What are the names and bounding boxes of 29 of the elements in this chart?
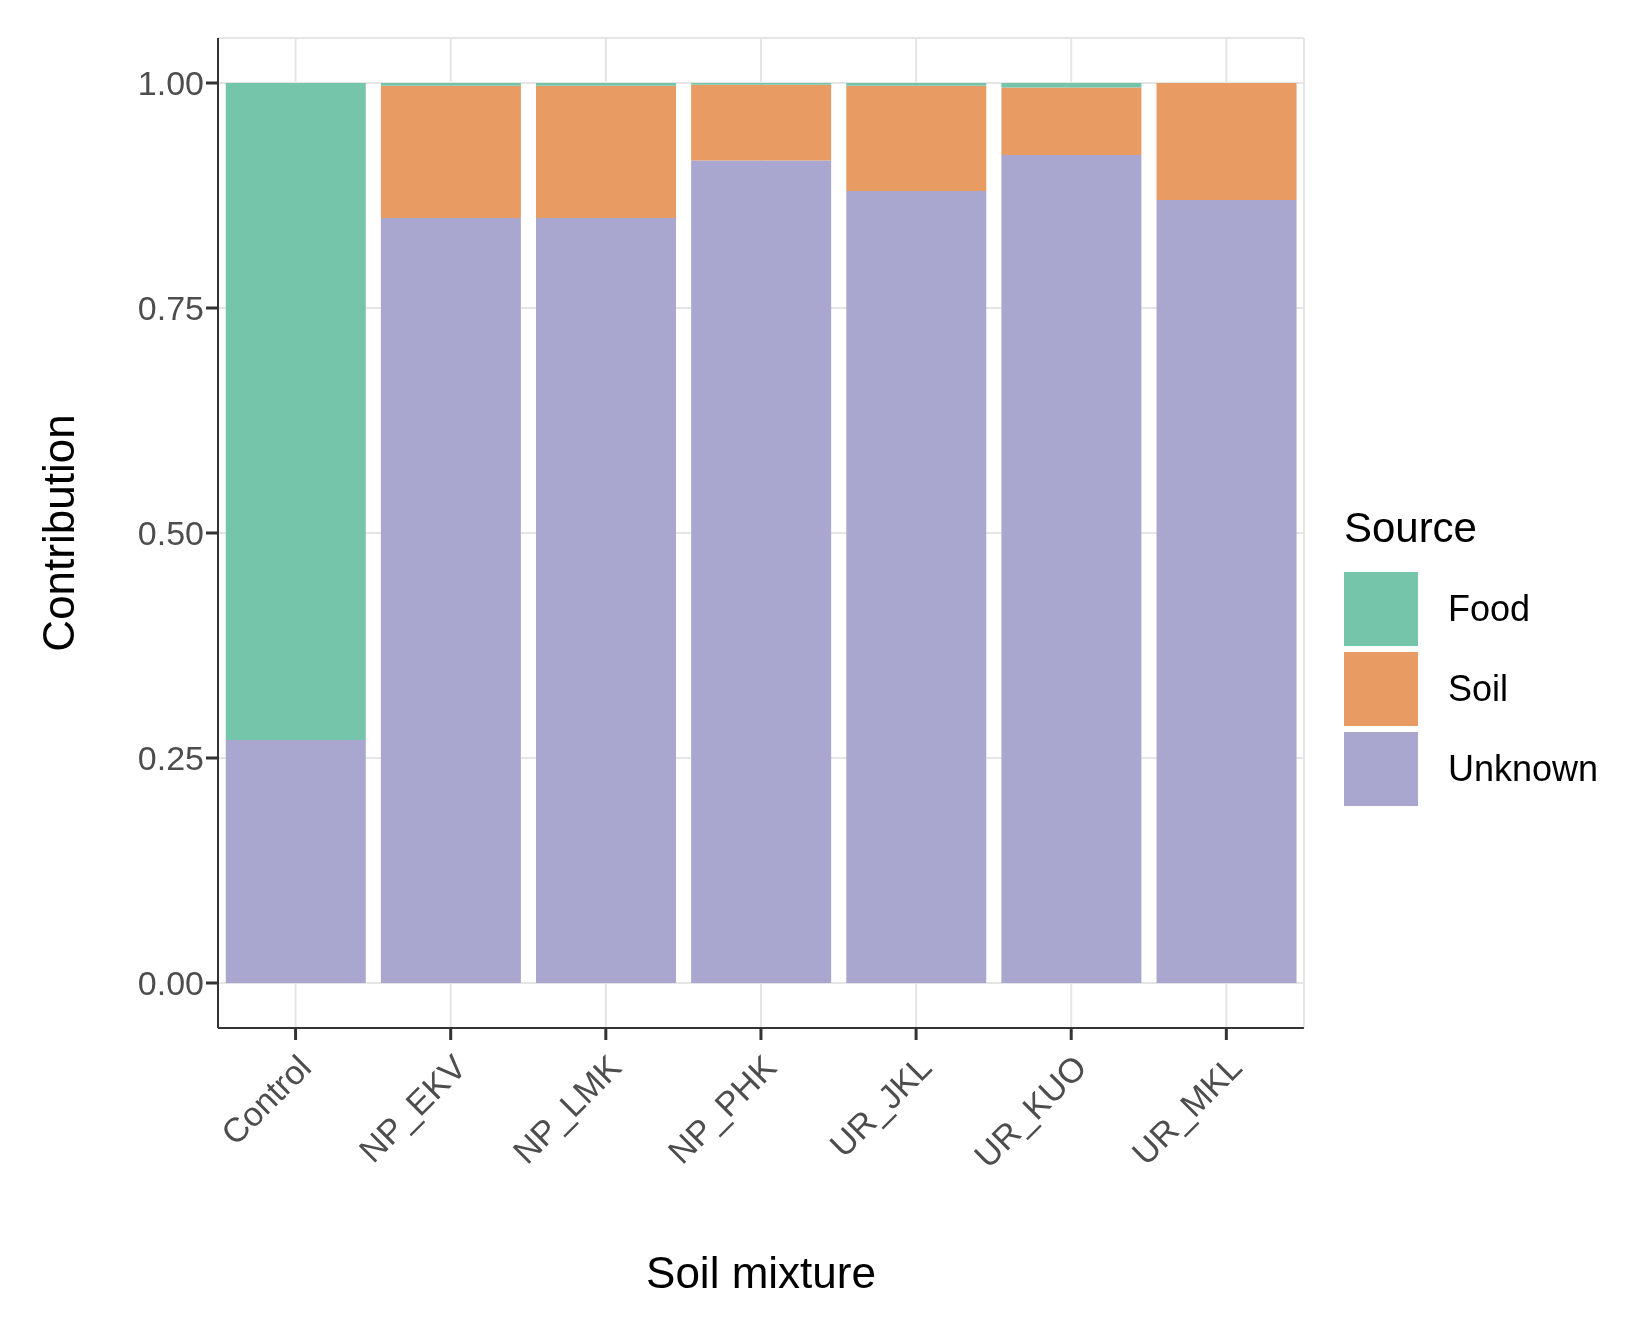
bar [225, 740, 366, 983]
bar [691, 160, 832, 983]
legend-label: Food [1447, 588, 1530, 630]
bar [536, 218, 677, 983]
bar [380, 85, 521, 218]
bar [536, 83, 677, 86]
y-tick-label: 0.00 [137, 964, 204, 1003]
x-axis-title: Soil mixture [646, 1248, 876, 1297]
y-tick-label: 0.25 [137, 739, 204, 778]
bar [536, 85, 677, 218]
bar [380, 218, 521, 983]
bar [846, 191, 987, 983]
bar [1156, 200, 1297, 983]
bar [1001, 155, 1142, 983]
bar [691, 84, 832, 161]
y-tick-label: 0.75 [137, 289, 204, 328]
bar [1001, 87, 1142, 155]
y-tick-label: 1.00 [137, 64, 204, 103]
bar [1156, 83, 1297, 200]
bar [225, 83, 366, 740]
bar [380, 83, 521, 86]
y-tick-label: 0.50 [137, 514, 204, 553]
bar [846, 83, 987, 86]
legend-label: Unknown [1447, 748, 1598, 790]
legend-title: Source [1343, 504, 1478, 552]
bar [1001, 83, 1142, 88]
bar [846, 85, 987, 191]
y-axis-title: Contribution [33, 414, 83, 652]
legend-label: Soil [1447, 668, 1508, 710]
